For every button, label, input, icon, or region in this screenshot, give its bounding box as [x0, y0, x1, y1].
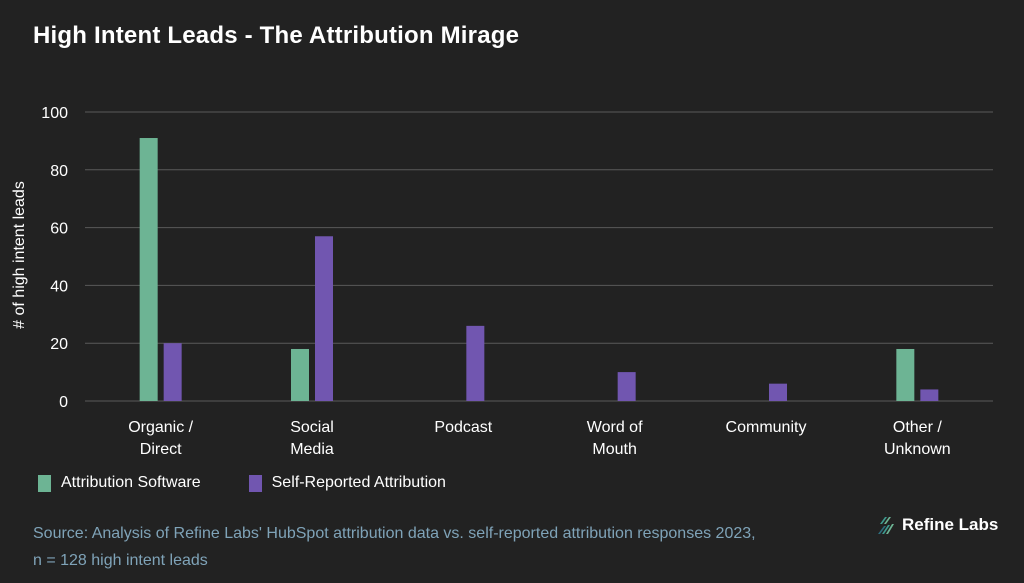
x-category-label: Word of Mouth	[587, 419, 643, 458]
x-category-label: Podcast	[434, 419, 492, 436]
bar-self-reported	[617, 372, 636, 401]
bar-self-reported	[769, 383, 787, 401]
y-tick-label: 20	[50, 336, 68, 353]
x-category-label: Community	[726, 419, 807, 436]
chart-title: High Intent Leads - The Attribution Mira…	[33, 22, 520, 49]
y-tick-label: 60	[50, 221, 68, 238]
y-tick-label: 0	[59, 394, 68, 411]
x-category-label: Other / Unknown	[884, 419, 951, 458]
gridlines	[85, 111, 993, 402]
x-category-label: Social Media	[290, 419, 334, 458]
y-tick-label: 40	[50, 278, 68, 295]
bar-attribution-software	[139, 138, 158, 401]
source-line-2: n = 128 high intent leads	[33, 552, 208, 569]
y-axis-ticks: 0 20 40 60 80 100	[41, 105, 68, 411]
bar-self-reported	[315, 236, 333, 401]
brand-name: Refine Labs	[902, 515, 999, 534]
source-line-1: Source: Analysis of Refine Labs' HubSpot…	[33, 525, 756, 542]
bar-self-reported	[163, 343, 182, 401]
legend-label: Self-Reported Attribution	[271, 474, 446, 491]
bar-attribution-software	[291, 348, 309, 401]
source-note: Source: Analysis of Refine Labs' HubSpot…	[33, 520, 853, 574]
y-axis-label: # of high intent leads	[11, 181, 28, 329]
brand-logo: Refine Labs	[876, 515, 998, 535]
legend-item-self-reported: Self-Reported Attribution	[248, 474, 446, 492]
bar-self-reported	[920, 389, 939, 401]
refine-labs-logo-icon	[878, 517, 894, 534]
legend-swatch-self-reported	[248, 474, 262, 492]
bar-chart: 0 20 40 60 80 100 Organic / Direct Social Media P…	[11, 105, 993, 458]
bars	[139, 138, 939, 401]
y-tick-label: 80	[50, 163, 68, 180]
legend-label: Attribution Software	[61, 474, 201, 491]
legend: Attribution Software Self-Reported Attri…	[38, 474, 494, 492]
legend-item-attribution-software: Attribution Software	[38, 474, 201, 492]
bar-attribution-software	[896, 348, 915, 401]
x-axis-categories: Organic / Direct Social Media Podcast Word of…	[128, 419, 950, 458]
y-tick-label: 100	[41, 105, 68, 122]
bar-self-reported	[466, 325, 485, 401]
legend-swatch-attribution-software	[38, 474, 51, 492]
x-category-label: Organic / Direct	[128, 419, 193, 458]
